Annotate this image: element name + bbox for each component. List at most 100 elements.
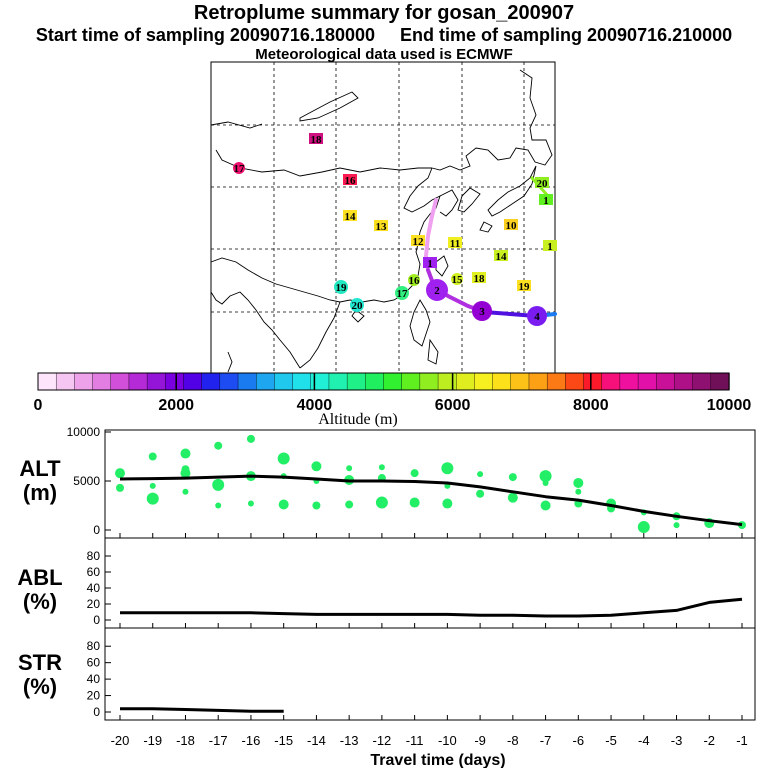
- day-marker-label: 15: [452, 274, 464, 286]
- x-tick-label: -13: [340, 733, 359, 748]
- colorbar-swatch: [146, 372, 166, 391]
- x-axis-label: Travel time (days): [370, 752, 505, 768]
- day-marker: 10: [504, 219, 518, 232]
- day-marker-label: 16: [345, 175, 357, 187]
- day-marker-label: 18: [474, 273, 486, 285]
- day-marker: 17: [395, 286, 409, 300]
- altitude-cluster-point: [637, 521, 650, 534]
- colorbar-swatch: [510, 372, 530, 391]
- day-marker: 15: [451, 273, 463, 286]
- day-marker: 1: [539, 194, 553, 207]
- day-marker-label: 16: [409, 275, 421, 287]
- x-tick-label: -3: [671, 733, 683, 748]
- abl-panel-plot: 0 20 40 60 80: [87, 549, 743, 628]
- altitude-cluster-point: [441, 462, 454, 475]
- colorbar-swatch: [292, 372, 312, 391]
- day-marker-bg: [411, 235, 425, 246]
- day-marker-bg: [539, 194, 553, 205]
- colorbar-swatch: [74, 372, 94, 391]
- y-tick-label: 60: [87, 565, 101, 579]
- x-axis: -20 -19 -18 -17 -16 -15 -14 -13 -12 -11 -10 -9 -8 -7 -…: [111, 733, 748, 748]
- day-marker-label: 13: [376, 221, 388, 233]
- altitude-cluster-point: [508, 473, 517, 482]
- day-marker-circle: [527, 306, 547, 326]
- day-marker-bg: [309, 133, 323, 144]
- abl-series-line: [120, 597, 743, 618]
- colorbar-swatch: [528, 372, 548, 391]
- day-marker-label: 14: [345, 211, 357, 223]
- day-marker-bg: [343, 210, 357, 221]
- day-marker-bg: [448, 237, 462, 248]
- str-panel-frame: [104, 627, 756, 721]
- colorbar-swatch: [437, 372, 457, 391]
- day-marker-bg: [543, 240, 557, 251]
- day-marker-label: 20: [352, 300, 364, 312]
- colorbar-swatch: [492, 372, 512, 391]
- met-data-line: Meteorological data used is ECMWF: [255, 46, 513, 63]
- day-marker-label: 14: [496, 251, 508, 263]
- altitude-cluster-point: [149, 482, 156, 489]
- altitude-cluster-point: [409, 497, 420, 508]
- colorbar-swatch: [365, 372, 385, 391]
- altitude-cluster-point: [477, 471, 484, 478]
- altitude-cluster-point: [346, 465, 353, 472]
- day-marker: 1: [423, 257, 437, 270]
- y-tick-label: 40: [87, 672, 101, 686]
- colorbar-swatch: [110, 372, 130, 391]
- day-marker-circle: [233, 162, 245, 174]
- altitude-cluster-point: [148, 452, 157, 461]
- x-tick-label: -17: [209, 733, 228, 748]
- day-marker: 11: [448, 237, 462, 250]
- colorbar-swatch: [92, 372, 112, 391]
- alt-panel-frame: [104, 429, 756, 539]
- day-marker: 16: [343, 174, 357, 187]
- y-tick-label: 80: [87, 549, 101, 563]
- colorbar-frame: [37, 372, 730, 391]
- altitude-cluster-point: [540, 500, 551, 511]
- altitude-cluster-point: [312, 501, 321, 510]
- colorbar-swatch: [674, 372, 694, 391]
- colorbar-label: Altitude (m): [318, 411, 398, 428]
- altitude-cluster-point: [180, 448, 191, 459]
- day-marker-bg: [343, 174, 357, 185]
- day-marker: 17: [233, 162, 245, 175]
- alt-panel-label: ALT: [19, 456, 61, 481]
- colorbar-swatch: [256, 372, 276, 391]
- day-marker-label: 19: [336, 282, 348, 294]
- altitude-colorbar: 0 2000 4000 6000 8000 10000 Altitude (m): [34, 372, 751, 428]
- colorbar-swatch: [346, 372, 367, 391]
- colorbar-swatch: [219, 372, 239, 391]
- colorbar-swatch: [456, 372, 476, 391]
- x-tick-label: -8: [507, 733, 519, 748]
- day-marker-label: 10: [506, 220, 518, 232]
- day-marker: 20: [535, 177, 549, 190]
- day-marker-circle: [395, 286, 409, 300]
- str-series-line: [120, 707, 284, 713]
- x-tick-label: -4: [638, 733, 650, 748]
- day-marker-bg: [535, 177, 549, 188]
- altitude-cluster-point: [410, 469, 419, 478]
- day-marker-circle: [426, 279, 448, 301]
- day-marker: 4: [527, 306, 547, 326]
- altitude-cluster-point: [442, 498, 453, 509]
- colorbar-tick-label: 0: [34, 397, 43, 414]
- chart-title: Retroplume summary for gosan_200907: [193, 2, 575, 24]
- altitude-cluster-point: [247, 500, 254, 507]
- colorbar-swatch: [656, 372, 676, 391]
- colorbar-swatch: [474, 372, 494, 391]
- x-tick-label: -18: [176, 733, 195, 748]
- y-tick-label: 0: [93, 523, 100, 537]
- day-marker-bg: [472, 272, 486, 283]
- day-marker: 20: [350, 298, 364, 312]
- x-tick-label: -11: [406, 733, 424, 748]
- altitude-cluster-point: [212, 478, 225, 491]
- y-tick-label: 60: [87, 656, 101, 670]
- colorbar-swatch: [55, 372, 76, 391]
- day-marker: 13: [374, 220, 388, 233]
- colorbar-swatch: [692, 372, 712, 391]
- colorbar-swatch: [37, 372, 57, 391]
- colorbar-swatch: [310, 372, 330, 391]
- colorbar-swatch: [637, 372, 657, 391]
- sampling-time-subtitle: Start time of sampling 20090716.180000 E…: [35, 25, 733, 45]
